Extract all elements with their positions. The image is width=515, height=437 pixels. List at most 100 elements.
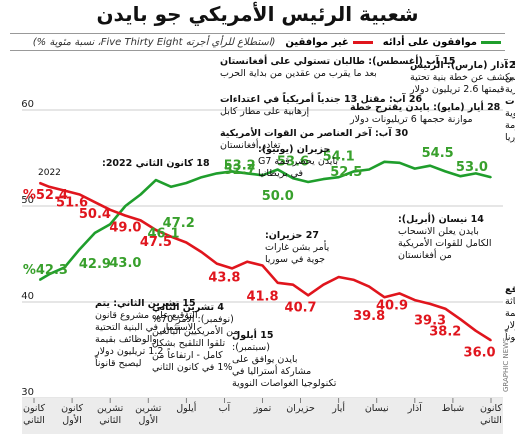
point-disapprove-5 bbox=[414, 299, 416, 301]
data-label-21: 40.9 bbox=[376, 298, 408, 313]
annotation-nov15-0: 15 تشرين الثاني: يتم bbox=[95, 298, 196, 309]
annotation-jan20-0: 20 كانون الثاني (يناير) 2021: bbox=[505, 60, 515, 71]
point-approve-15 bbox=[261, 174, 264, 177]
annotation-jan20-1: الرئيس جو بايدن ونائبة الرئيس bbox=[505, 72, 515, 83]
point-disapprove-17 bbox=[231, 267, 233, 270]
point-disapprove-27 bbox=[78, 193, 81, 196]
annotation-apr14-3: من أفغانستان bbox=[398, 248, 452, 261]
point-approve-26 bbox=[94, 232, 96, 234]
annotation-nov4-3: تلقوا التلقيح بشكل bbox=[152, 338, 225, 349]
data-label-17: 47.5 bbox=[140, 235, 172, 250]
annotation-aug30-0: 30 آب: آخر العناصر من القوات الأمريكية bbox=[220, 126, 409, 139]
point-approve-18 bbox=[216, 172, 218, 175]
point-disapprove-22 bbox=[155, 229, 157, 231]
data-label-16: 49.0 bbox=[109, 221, 141, 236]
point-approve-1 bbox=[474, 172, 477, 175]
point-approve-9 bbox=[353, 170, 355, 173]
data-label-9: 46.1 bbox=[147, 226, 179, 241]
annotation-sep15-3: مشاركة أستراليا في bbox=[232, 364, 311, 377]
annotation-nov15-3: والوظائف بقيمة bbox=[95, 334, 157, 345]
point-disapprove-28 bbox=[63, 189, 66, 192]
annotation-nov4-2: من الأمريكيين البالغين bbox=[152, 325, 238, 337]
point-disapprove-30 bbox=[38, 182, 41, 184]
x-tick-label-0-0: كانون bbox=[480, 403, 502, 414]
x-tick-label-3-0: نيسان bbox=[365, 403, 389, 414]
annotation-jun-0: حزيران (يونيو): bbox=[258, 144, 330, 155]
point-disapprove-21 bbox=[170, 235, 172, 238]
annotation-mar11-1: مشروع قانون إغاثة bbox=[505, 296, 515, 307]
point-approve-20 bbox=[185, 182, 188, 184]
data-label-24: 38.2 bbox=[429, 324, 461, 339]
legend-disapprove-swatch bbox=[352, 40, 373, 44]
annotation-sep15-1: (سبتمبر): bbox=[232, 342, 270, 353]
point-approve-17 bbox=[231, 170, 233, 173]
x-tick-label-4-0: أيار bbox=[331, 401, 345, 414]
point-approve-21 bbox=[170, 186, 172, 188]
point-disapprove-8 bbox=[368, 285, 370, 288]
annotation-aug30-1: تغادر أفغانستان bbox=[220, 138, 281, 151]
annotation-jun-1: بايدن يحضر قمة G7 bbox=[258, 156, 338, 167]
point-approve-19 bbox=[200, 176, 203, 178]
data-label-11: 42.9 bbox=[79, 257, 111, 272]
annotation-mar11-0: 11 آذار: بايدن يوقع bbox=[505, 282, 515, 295]
annotation-nov4-1: (نوفمبر): الأمر 70% bbox=[152, 313, 234, 325]
annotation-nov15-2: الاستثمار في البنية التحتية bbox=[95, 322, 196, 333]
point-approve-27 bbox=[78, 248, 81, 250]
annotation-sep15-4: تكنولوجيا الغواصات النووية bbox=[232, 378, 337, 389]
point-approve-16 bbox=[246, 172, 249, 175]
annotation-feb25-2: ضد الميليشيات المدعومة bbox=[505, 120, 515, 131]
x-tick-label-2-0: آذار bbox=[407, 401, 422, 414]
data-label-14: 51.6 bbox=[56, 196, 88, 211]
x-tick-label-7-0: آب bbox=[219, 401, 231, 414]
legend-approve: موافقون على أدائه bbox=[383, 37, 501, 48]
x-tick-label-0-1: الثاني bbox=[480, 415, 502, 426]
point-disapprove-26 bbox=[94, 201, 96, 203]
point-disapprove-2 bbox=[459, 318, 462, 321]
point-approve-12 bbox=[307, 181, 310, 183]
annotation-aug26-1: إرهابية على مطار كابل bbox=[220, 106, 310, 117]
point-disapprove-9 bbox=[353, 279, 355, 281]
point-approve-24 bbox=[124, 205, 127, 207]
x-axis-band bbox=[22, 398, 503, 434]
y-tick-label-50: 50 bbox=[21, 195, 34, 206]
point-approve-23 bbox=[139, 193, 142, 196]
annotation-nov15-1: التوقيع على مشروع قانون bbox=[95, 310, 198, 321]
point-approve-13 bbox=[292, 177, 294, 179]
point-disapprove-7 bbox=[383, 296, 386, 299]
point-approve-14 bbox=[276, 168, 279, 171]
x-tick-label-10-1: الثاني bbox=[99, 415, 121, 426]
point-disapprove-23 bbox=[139, 219, 142, 222]
annotation-apr14-1: بايدن يعلن الانسحاب bbox=[398, 226, 479, 237]
x-tick-label-8-0: أيلول bbox=[176, 401, 197, 414]
data-label-8: 47.2 bbox=[163, 216, 195, 231]
annotation-may28-1: موازنة حجمها 6 تريليونات دولار bbox=[349, 114, 473, 125]
data-label-23: 39.3 bbox=[414, 314, 446, 329]
point-disapprove-19 bbox=[200, 251, 203, 253]
point-disapprove-12 bbox=[307, 294, 310, 297]
legend-source-note: (استطلاع للرأي أجرته Five Thirty Eight، … bbox=[32, 36, 276, 48]
data-label-3: 54.5 bbox=[422, 146, 454, 161]
annotation-nov15-4: 1.2 تريليون دولار bbox=[94, 346, 163, 357]
x-tick-label-6-0: تموز bbox=[253, 403, 272, 414]
point-disapprove-18 bbox=[216, 262, 218, 265]
annotation-mar11-2: لمكافحة كوفيد بقيمة bbox=[505, 308, 515, 319]
data-label-2: 53.6 bbox=[277, 154, 309, 169]
legend-disapprove: غير موافقين bbox=[285, 37, 373, 48]
point-approve-30 bbox=[38, 279, 41, 281]
x-tick-label-9-1: الأول bbox=[138, 414, 158, 426]
point-disapprove-29 bbox=[48, 186, 51, 188]
annotation-jun27-2: جوية في سوريا bbox=[265, 254, 325, 265]
point-disapprove-13 bbox=[292, 283, 294, 286]
point-disapprove-3 bbox=[444, 307, 447, 310]
annotation-mar31-1: يكشف عن خطة بنية تحتية bbox=[410, 72, 513, 83]
source-credit: GRAPHIC NEWS bbox=[502, 337, 510, 392]
data-label-19: 41.8 bbox=[246, 290, 278, 305]
x-tick-label-12-0: كانون bbox=[23, 403, 45, 414]
annotation-aug15-1: بعد ما يقرب من عقدين من بداية الحرب bbox=[220, 68, 377, 79]
data-label-7: 52.5 bbox=[330, 165, 362, 180]
annotation-mar31-0: 31 آذار (مارس): الرئيس bbox=[410, 58, 515, 71]
point-disapprove-11 bbox=[322, 283, 325, 286]
data-label-20: 40.7 bbox=[285, 300, 317, 315]
annotation-jun27-0: 27 حزيران: bbox=[265, 230, 319, 241]
annotation-jan18-0: 18 كانون الثاني 2022: bbox=[102, 158, 210, 169]
